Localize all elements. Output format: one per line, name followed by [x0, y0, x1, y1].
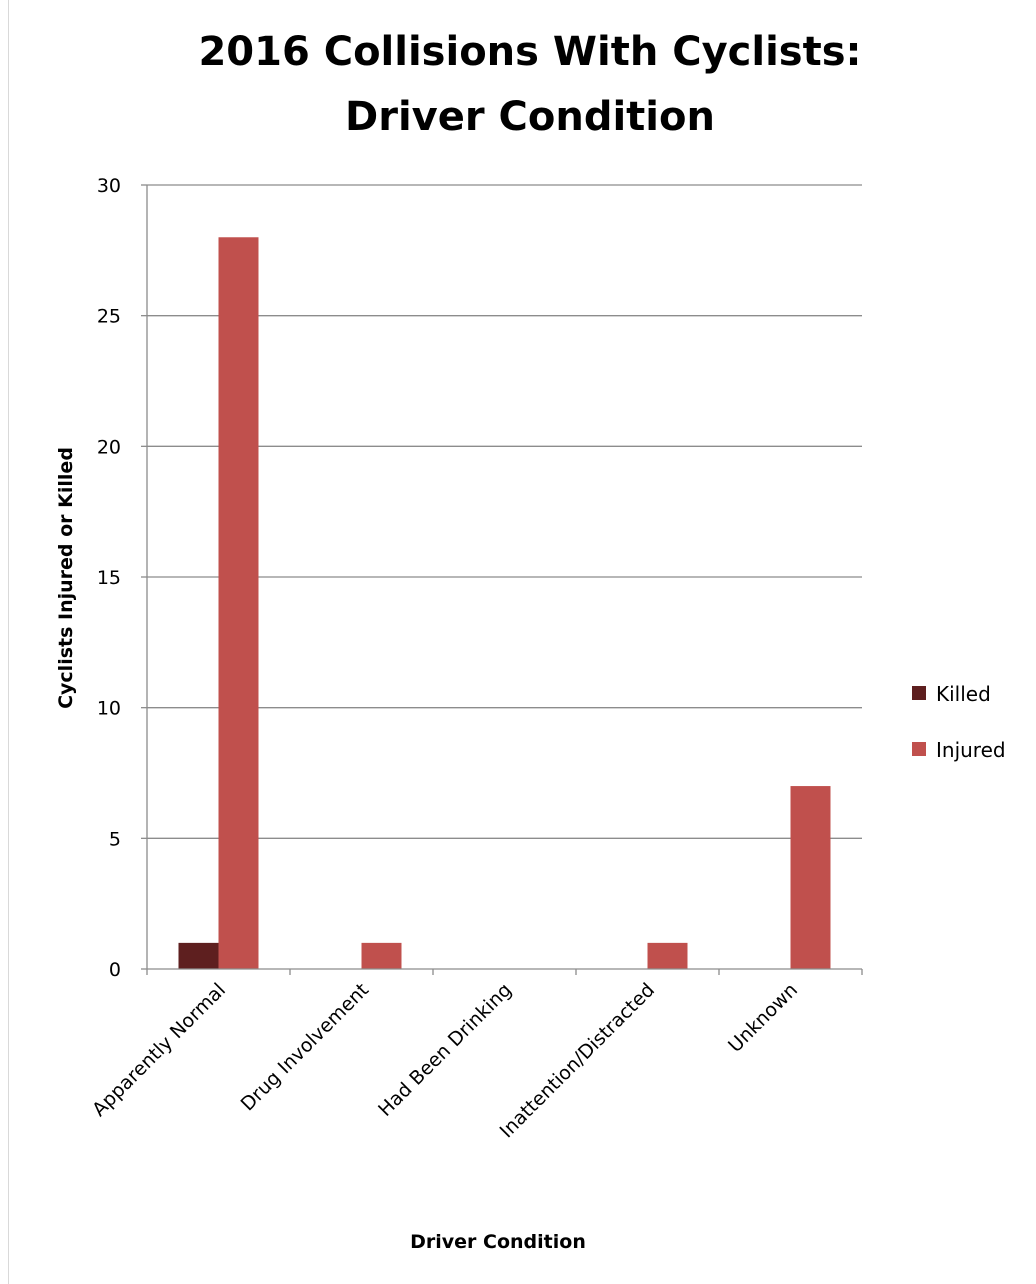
y-tick-label: 0 — [109, 959, 121, 981]
y-tick-label: 15 — [97, 567, 121, 589]
y-tick-label: 10 — [97, 698, 121, 720]
axes — [141, 184, 863, 975]
y-tick-label: 5 — [109, 828, 121, 850]
bar-injured-2 — [361, 942, 402, 969]
chart-title-line-2: Driver Condition — [345, 94, 715, 140]
frame-edge — [8, 0, 9, 1284]
gridlines — [147, 184, 862, 839]
legend: Killed Injured — [912, 682, 1006, 762]
legend-swatch-killed — [912, 686, 926, 700]
y-tick-label: 30 — [97, 175, 121, 197]
chart-title-line-1: 2016 Collisions With Cyclists: — [198, 29, 861, 75]
y-axis-title: Cyclists Injured or Killed — [55, 447, 77, 709]
legend-swatch-injured — [912, 742, 926, 756]
bar-injured-1 — [218, 237, 259, 969]
y-tick-label: 25 — [97, 306, 121, 328]
bar-killed-1 — [178, 942, 219, 969]
y-tick-labels: 0 5 10 15 20 25 30 — [97, 175, 121, 981]
y-tick-label: 20 — [97, 436, 121, 458]
legend-label-killed: Killed — [936, 682, 991, 706]
bar-injured-4 — [647, 942, 688, 969]
x-tick-label: Unknown — [724, 979, 802, 1057]
x-tick-label: Apparently Normal — [88, 979, 230, 1121]
x-tick-label: Inattention/Distracted — [496, 979, 659, 1142]
category-labels: Apparently Normal Drug Involvement Had Bee… — [88, 979, 802, 1142]
legend-label-injured: Injured — [936, 738, 1006, 762]
bar-injured-5 — [790, 786, 831, 969]
x-axis-title: Driver Condition — [410, 1231, 586, 1253]
x-tick-label: Drug Involvement — [237, 979, 373, 1115]
bars — [178, 237, 831, 969]
x-tick-label: Had Been Drinking — [374, 979, 516, 1121]
